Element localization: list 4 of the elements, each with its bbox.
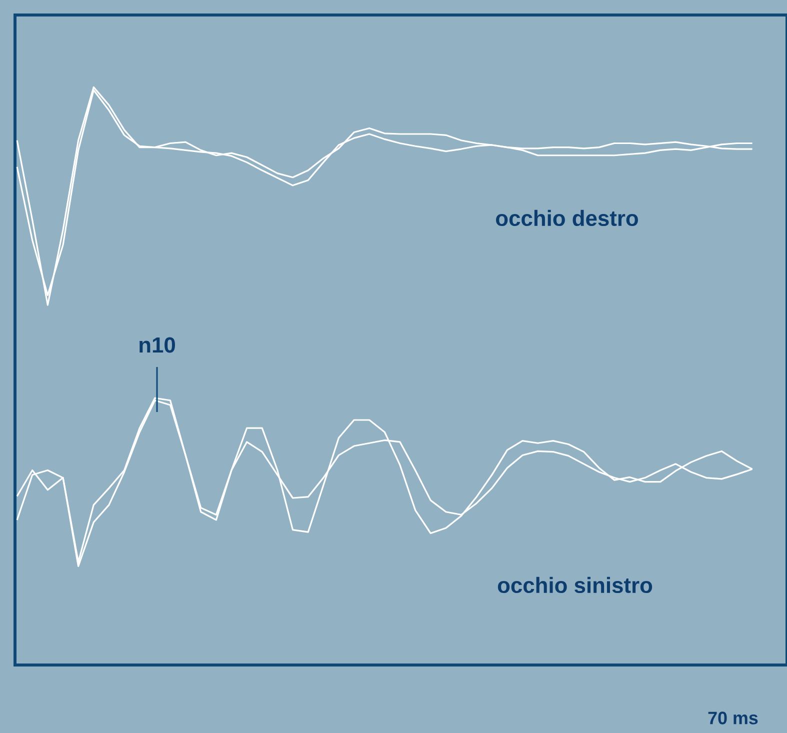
annotation: occhio destro (496, 210, 638, 226)
x-axis-title: 70 ms (708, 712, 758, 724)
annotation: occhio sinistro (498, 576, 652, 594)
annotation: n10 (140, 337, 175, 353)
